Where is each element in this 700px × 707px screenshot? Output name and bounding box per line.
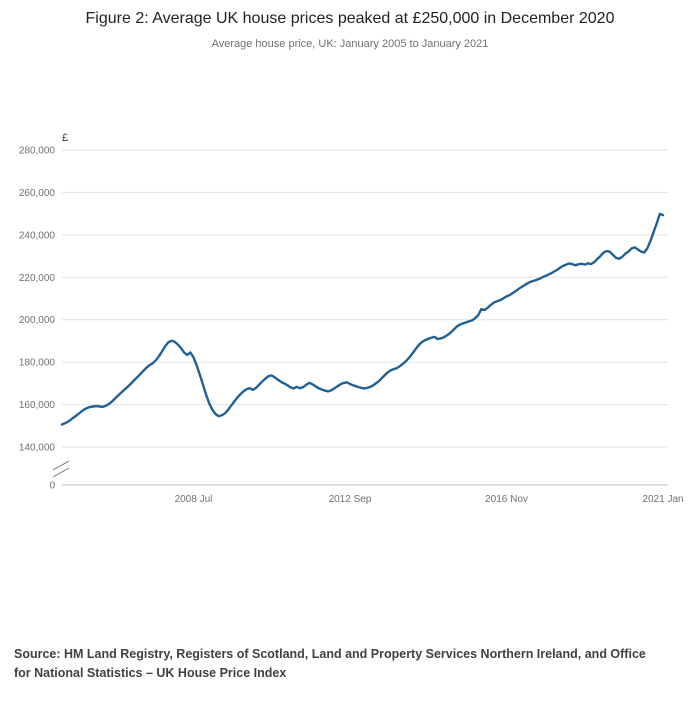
x-axis-tick-label: 2008 Jul: [175, 494, 213, 505]
price-line-series: [60, 212, 665, 426]
y-axis-tick-label: 240,000: [19, 230, 56, 241]
y-axis-tick-label: 220,000: [19, 273, 56, 284]
x-axis-tick-label: 2012 Sep: [329, 494, 372, 505]
y-axis-break-icon: [52, 467, 70, 478]
x-axis-tick-label: 2016 Nov: [485, 494, 528, 505]
y-axis-tick-label: 260,000: [19, 188, 56, 199]
y-axis-tick-label: 160,000: [19, 400, 56, 411]
source-text: Source: HM Land Registry, Registers of S…: [14, 647, 646, 681]
y-axis-tick-label: 0: [49, 481, 55, 492]
y-axis-tick-label: 280,000: [19, 146, 56, 157]
y-axis-break-icon: [52, 460, 70, 471]
chart-area: 0 140,000 160,000 180,000 200,000 220,000 240,…: [0, 128, 700, 518]
y-axis-unit-label: £: [62, 132, 68, 144]
x-axis-tick-label: 2021 Jan: [642, 494, 683, 505]
y-axis-tick-label: 180,000: [19, 358, 56, 369]
y-axis-tick-label: 140,000: [19, 443, 56, 454]
figure-subtitle: Average house price, UK: January 2005 to…: [211, 38, 489, 50]
y-axis-tick-label: 200,000: [19, 315, 56, 326]
house-price-line-chart: 0 140,000 160,000 180,000 200,000 220,000 240,…: [19, 132, 684, 505]
figure-title: Figure 2: Average UK house prices peaked…: [85, 10, 615, 27]
